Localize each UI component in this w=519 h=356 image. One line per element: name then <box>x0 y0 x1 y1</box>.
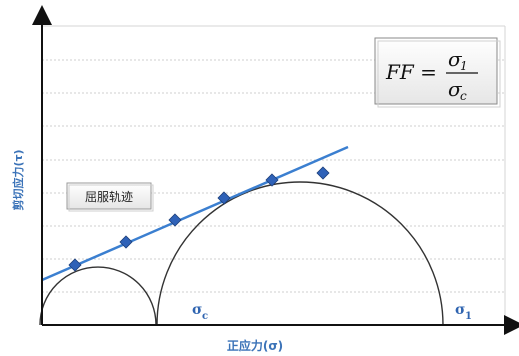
annotation-text: 屈服轨迹 <box>85 190 133 204</box>
svg-text:1: 1 <box>465 311 472 322</box>
data-point-2 <box>119 235 133 249</box>
sigma-c-label: σ c <box>192 302 208 322</box>
equation-lhs: FF = <box>385 60 437 84</box>
equation-num-sub: 1 <box>460 59 468 73</box>
x-axis-label: 正应力(σ) <box>227 338 283 353</box>
data-point-1 <box>68 258 82 272</box>
svg-text:σ: σ <box>192 302 202 318</box>
svg-text:σ: σ <box>455 302 465 318</box>
equation-den-sub: c <box>460 89 467 103</box>
mohr-circle-large <box>156 181 444 326</box>
sigma-1-label: σ 1 <box>455 302 472 322</box>
data-point-4 <box>217 191 231 205</box>
data-point-3 <box>168 213 182 227</box>
yield-locus-annotation: 屈服轨迹 <box>66 182 154 212</box>
data-point-5 <box>265 173 279 187</box>
equation-box: FF = σ 1 σ c <box>374 37 501 108</box>
yield-locus-line <box>41 145 349 282</box>
y-axis-label: 剪切应力(τ) <box>11 149 25 210</box>
data-point-6 <box>316 166 330 180</box>
mohr-circle-small <box>39 266 157 326</box>
equation-num-base: σ <box>448 47 463 71</box>
data-points <box>68 166 330 272</box>
svg-text:c: c <box>202 311 208 322</box>
equation-den-base: σ <box>448 77 463 101</box>
